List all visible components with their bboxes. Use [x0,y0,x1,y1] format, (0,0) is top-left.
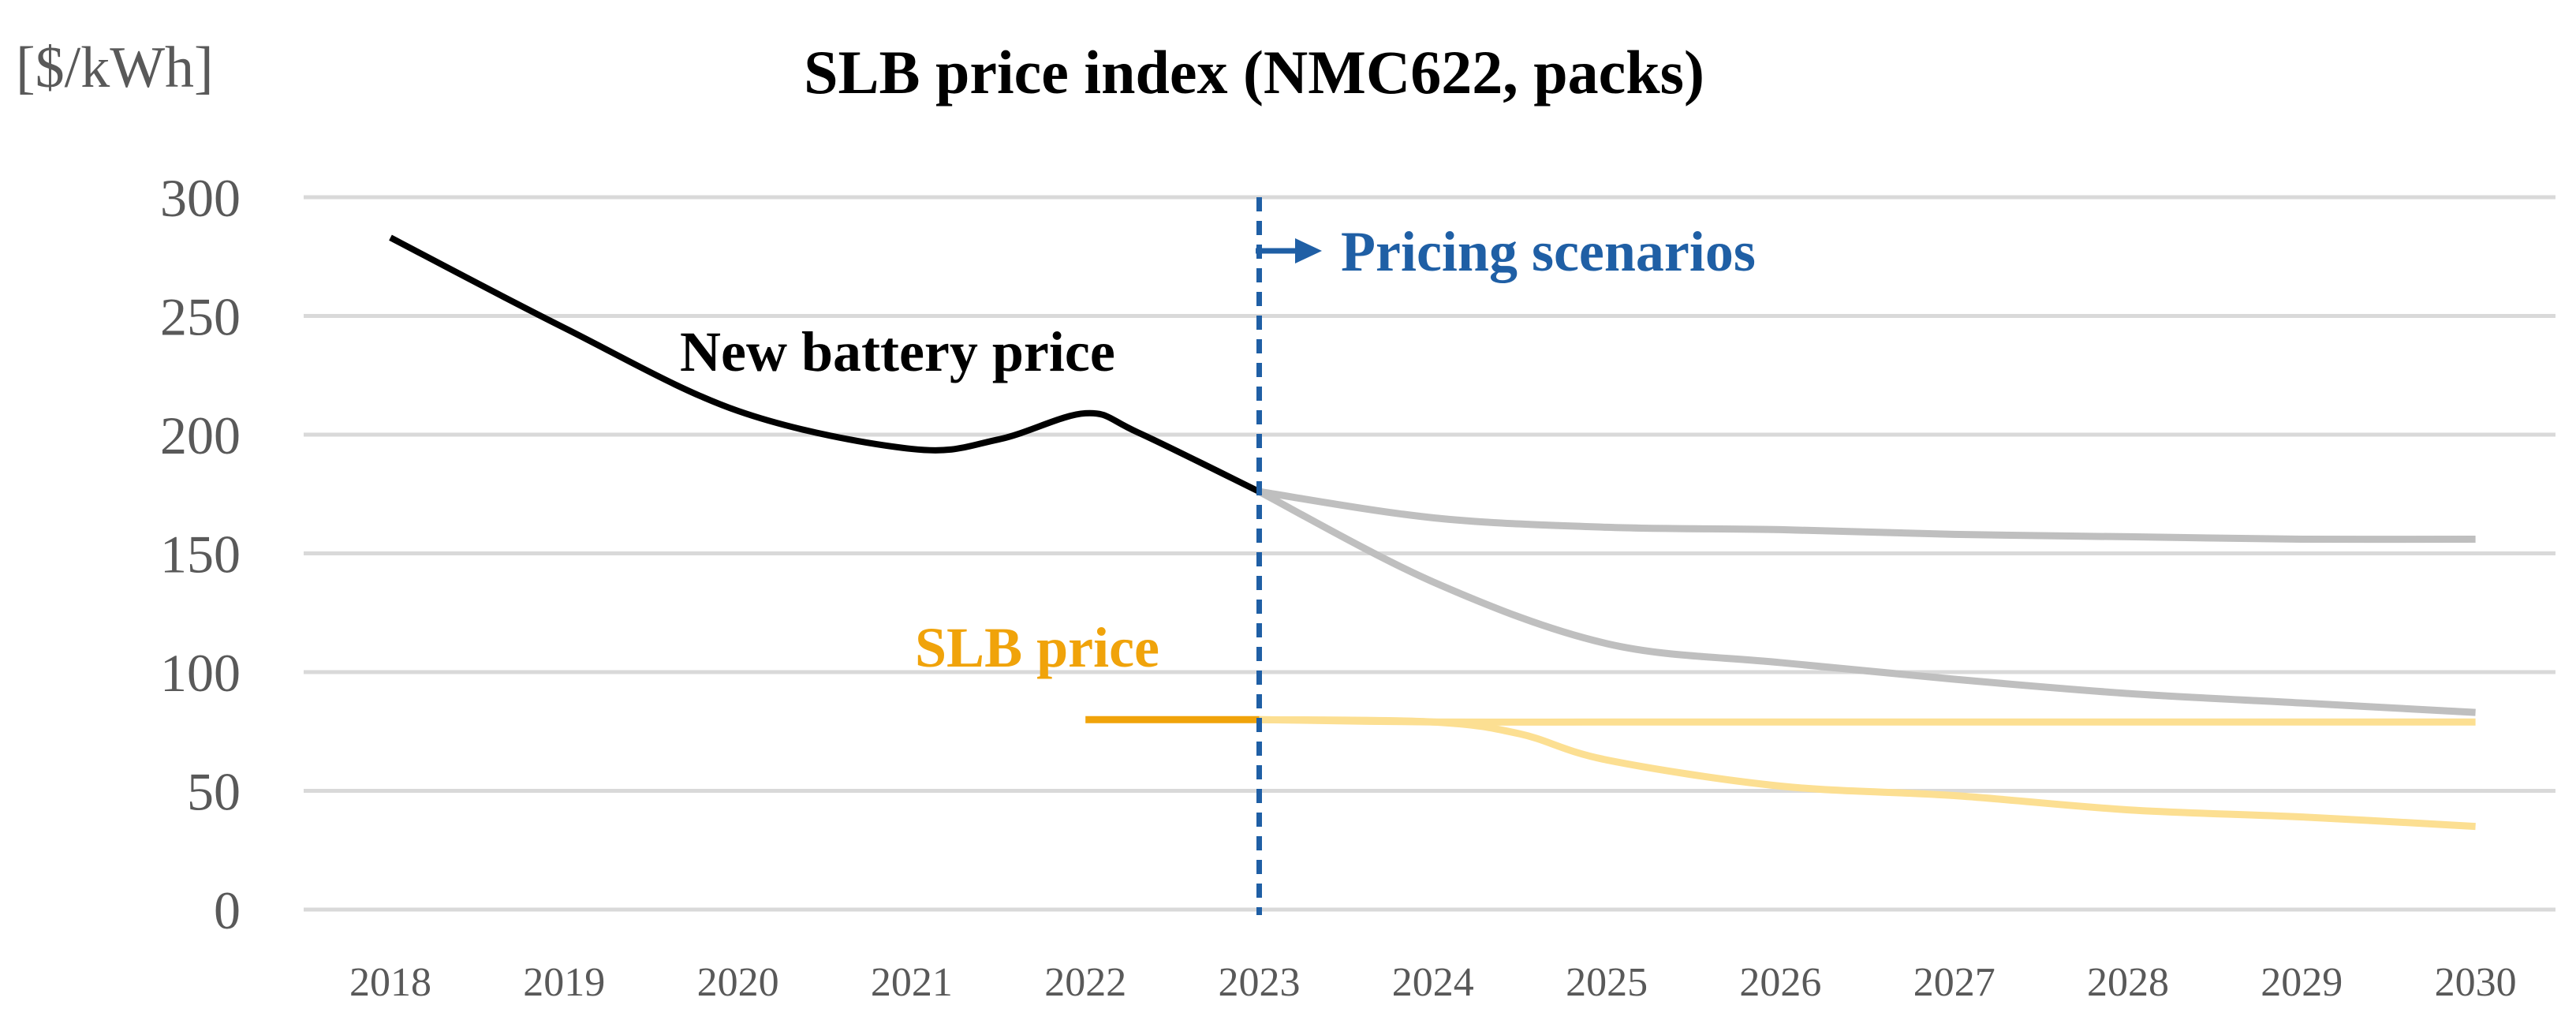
x-tick-label: 2020 [697,960,779,1005]
x-tick-label: 2025 [1566,960,1648,1005]
y-tick-label: 50 [187,762,241,822]
y-axis-ticks: 0 50 100 150 200 250 300 [160,168,241,940]
x-tick-label: 2027 [1913,960,1995,1005]
x-tick-label: 2029 [2261,960,2343,1005]
x-tick-label: 2022 [1044,960,1126,1005]
series-line-new-battery-price [389,234,1261,495]
x-axis-ticks: 2018 2019 2020 2021 2022 2023 2024 2025 2026 2027… [349,960,2517,1005]
x-tick-label: 2019 [523,960,605,1005]
y-tick-label: 100 [160,643,241,703]
x-tick-label: 2026 [1739,960,1821,1005]
new-battery-price-label: New battery price [680,320,1115,383]
x-tick-label: 2024 [1392,960,1474,1005]
pricing-scenarios-arrow-icon [1256,238,1322,263]
y-tick-label: 150 [160,525,241,585]
series-line-new-battery-price-scenario-high [1258,488,2476,544]
pricing-scenarios-label: Pricing scenarios [1341,220,1756,283]
x-tick-label: 2028 [2087,960,2169,1005]
series-line-slb-price-scenario-declining [1259,715,2476,831]
slb-price-label: SLB price [915,616,1159,679]
gridlines [304,195,2555,912]
series-line-new-battery-price-scenario-low [1257,488,2476,716]
y-axis-unit-label: [$/kWh] [16,35,214,100]
y-tick-label: 300 [160,168,241,228]
x-tick-label: 2030 [2435,960,2517,1005]
y-tick-label: 250 [160,287,241,347]
y-tick-label: 200 [160,405,241,465]
x-tick-label: 2021 [871,960,953,1005]
y-tick-label: 0 [214,880,241,940]
series-lines [389,234,2476,831]
x-tick-label: 2023 [1219,960,1301,1005]
x-tick-label: 2018 [349,960,431,1005]
chart-title: SLB price index (NMC622, packs) [804,38,1704,106]
